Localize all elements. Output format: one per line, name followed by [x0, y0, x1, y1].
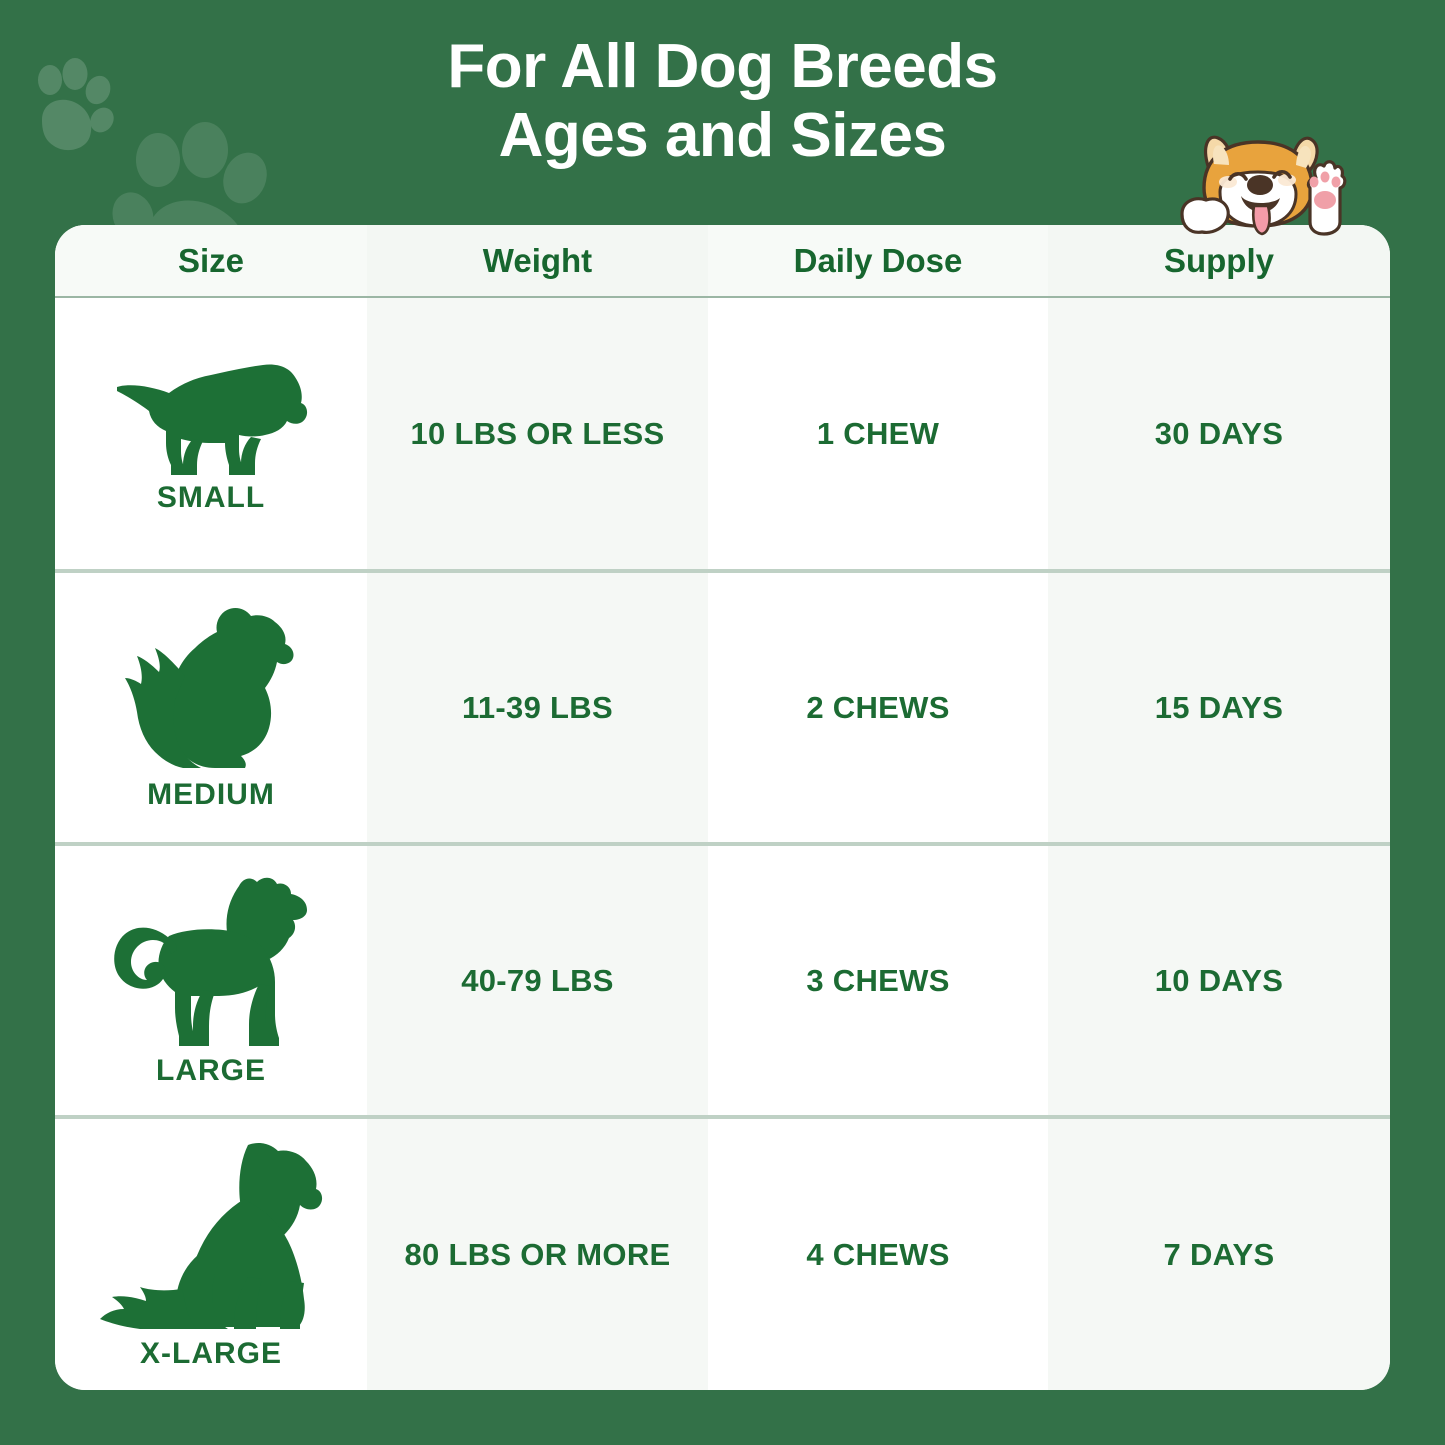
daily-dose-value-medium: 2 CHEWS	[806, 689, 950, 725]
table-row: MEDIUM 11-39 LBS 2 CHEWS 15 DAYS	[55, 571, 1390, 844]
column-header-weight: Weight	[482, 241, 593, 279]
size-cell-large: LARGE	[55, 846, 367, 1115]
size-label-medium: MEDIUM	[147, 777, 275, 811]
weight-value-large: 40-79 LBS	[461, 962, 614, 998]
shiba-inu-mascot-icon	[1180, 135, 1347, 236]
size-cell-xlarge: X-LARGE	[55, 1119, 367, 1390]
supply-value-medium: 15 DAYS	[1154, 689, 1284, 725]
table-header-row: Size Weight Daily Dose Supply	[55, 225, 1390, 298]
column-header-supply: Supply	[1163, 241, 1274, 279]
size-label-small: SMALL	[156, 480, 266, 514]
size-label-xlarge: X-LARGE	[140, 1336, 282, 1370]
size-label-large: LARGE	[156, 1053, 266, 1087]
weight-value-small: 10 LBS OR LESS	[410, 415, 665, 451]
daily-dose-value-small: 1 CHEW	[816, 415, 940, 451]
dog-silhouette-golden-retriever-sitting-icon	[100, 1142, 323, 1329]
column-stripe-4	[1048, 225, 1390, 1390]
dog-silhouette-husky-standing-icon	[114, 877, 307, 1046]
size-cell-small: SMALL	[55, 298, 367, 569]
dog-silhouette-retriever-sitting-icon	[125, 607, 294, 768]
title-line-2: Ages and Sizes	[498, 101, 947, 171]
table-row: X-LARGE 80 LBS OR MORE 4 CHEWS 7 DAYS	[55, 1117, 1390, 1390]
column-stripe-3	[708, 225, 1048, 1390]
size-cell-medium: MEDIUM	[55, 573, 367, 842]
supply-value-xlarge: 7 DAYS	[1163, 1236, 1275, 1272]
dosage-table: Size Weight Daily Dose Supply SMALL 10 L…	[55, 225, 1390, 1390]
weight-value-xlarge: 80 LBS OR MORE	[404, 1236, 671, 1272]
dog-silhouette-puppy-standing-icon	[117, 364, 308, 475]
column-background-stripes	[55, 225, 1390, 1390]
column-header-daily-dose: Daily Dose	[793, 241, 963, 279]
supply-value-small: 30 DAYS	[1154, 415, 1284, 451]
page-title: For All Dog Breeds Ages and Sizes	[0, 32, 1445, 171]
dosage-table-card: Size Weight Daily Dose Supply SMALL 10 L…	[55, 225, 1390, 1390]
table-row: SMALL 10 LBS OR LESS 1 CHEW 30 DAYS	[55, 298, 1390, 571]
title-line-1: For All Dog Breeds	[447, 32, 998, 101]
column-stripe-2	[367, 225, 708, 1390]
table-row: LARGE 40-79 LBS 3 CHEWS 10 DAYS	[55, 844, 1390, 1117]
supply-value-large: 10 DAYS	[1154, 962, 1284, 998]
column-header-size: Size	[177, 241, 245, 279]
daily-dose-value-xlarge: 4 CHEWS	[806, 1236, 950, 1272]
daily-dose-value-large: 3 CHEWS	[806, 962, 950, 998]
weight-value-medium: 11-39 LBS	[462, 689, 613, 725]
